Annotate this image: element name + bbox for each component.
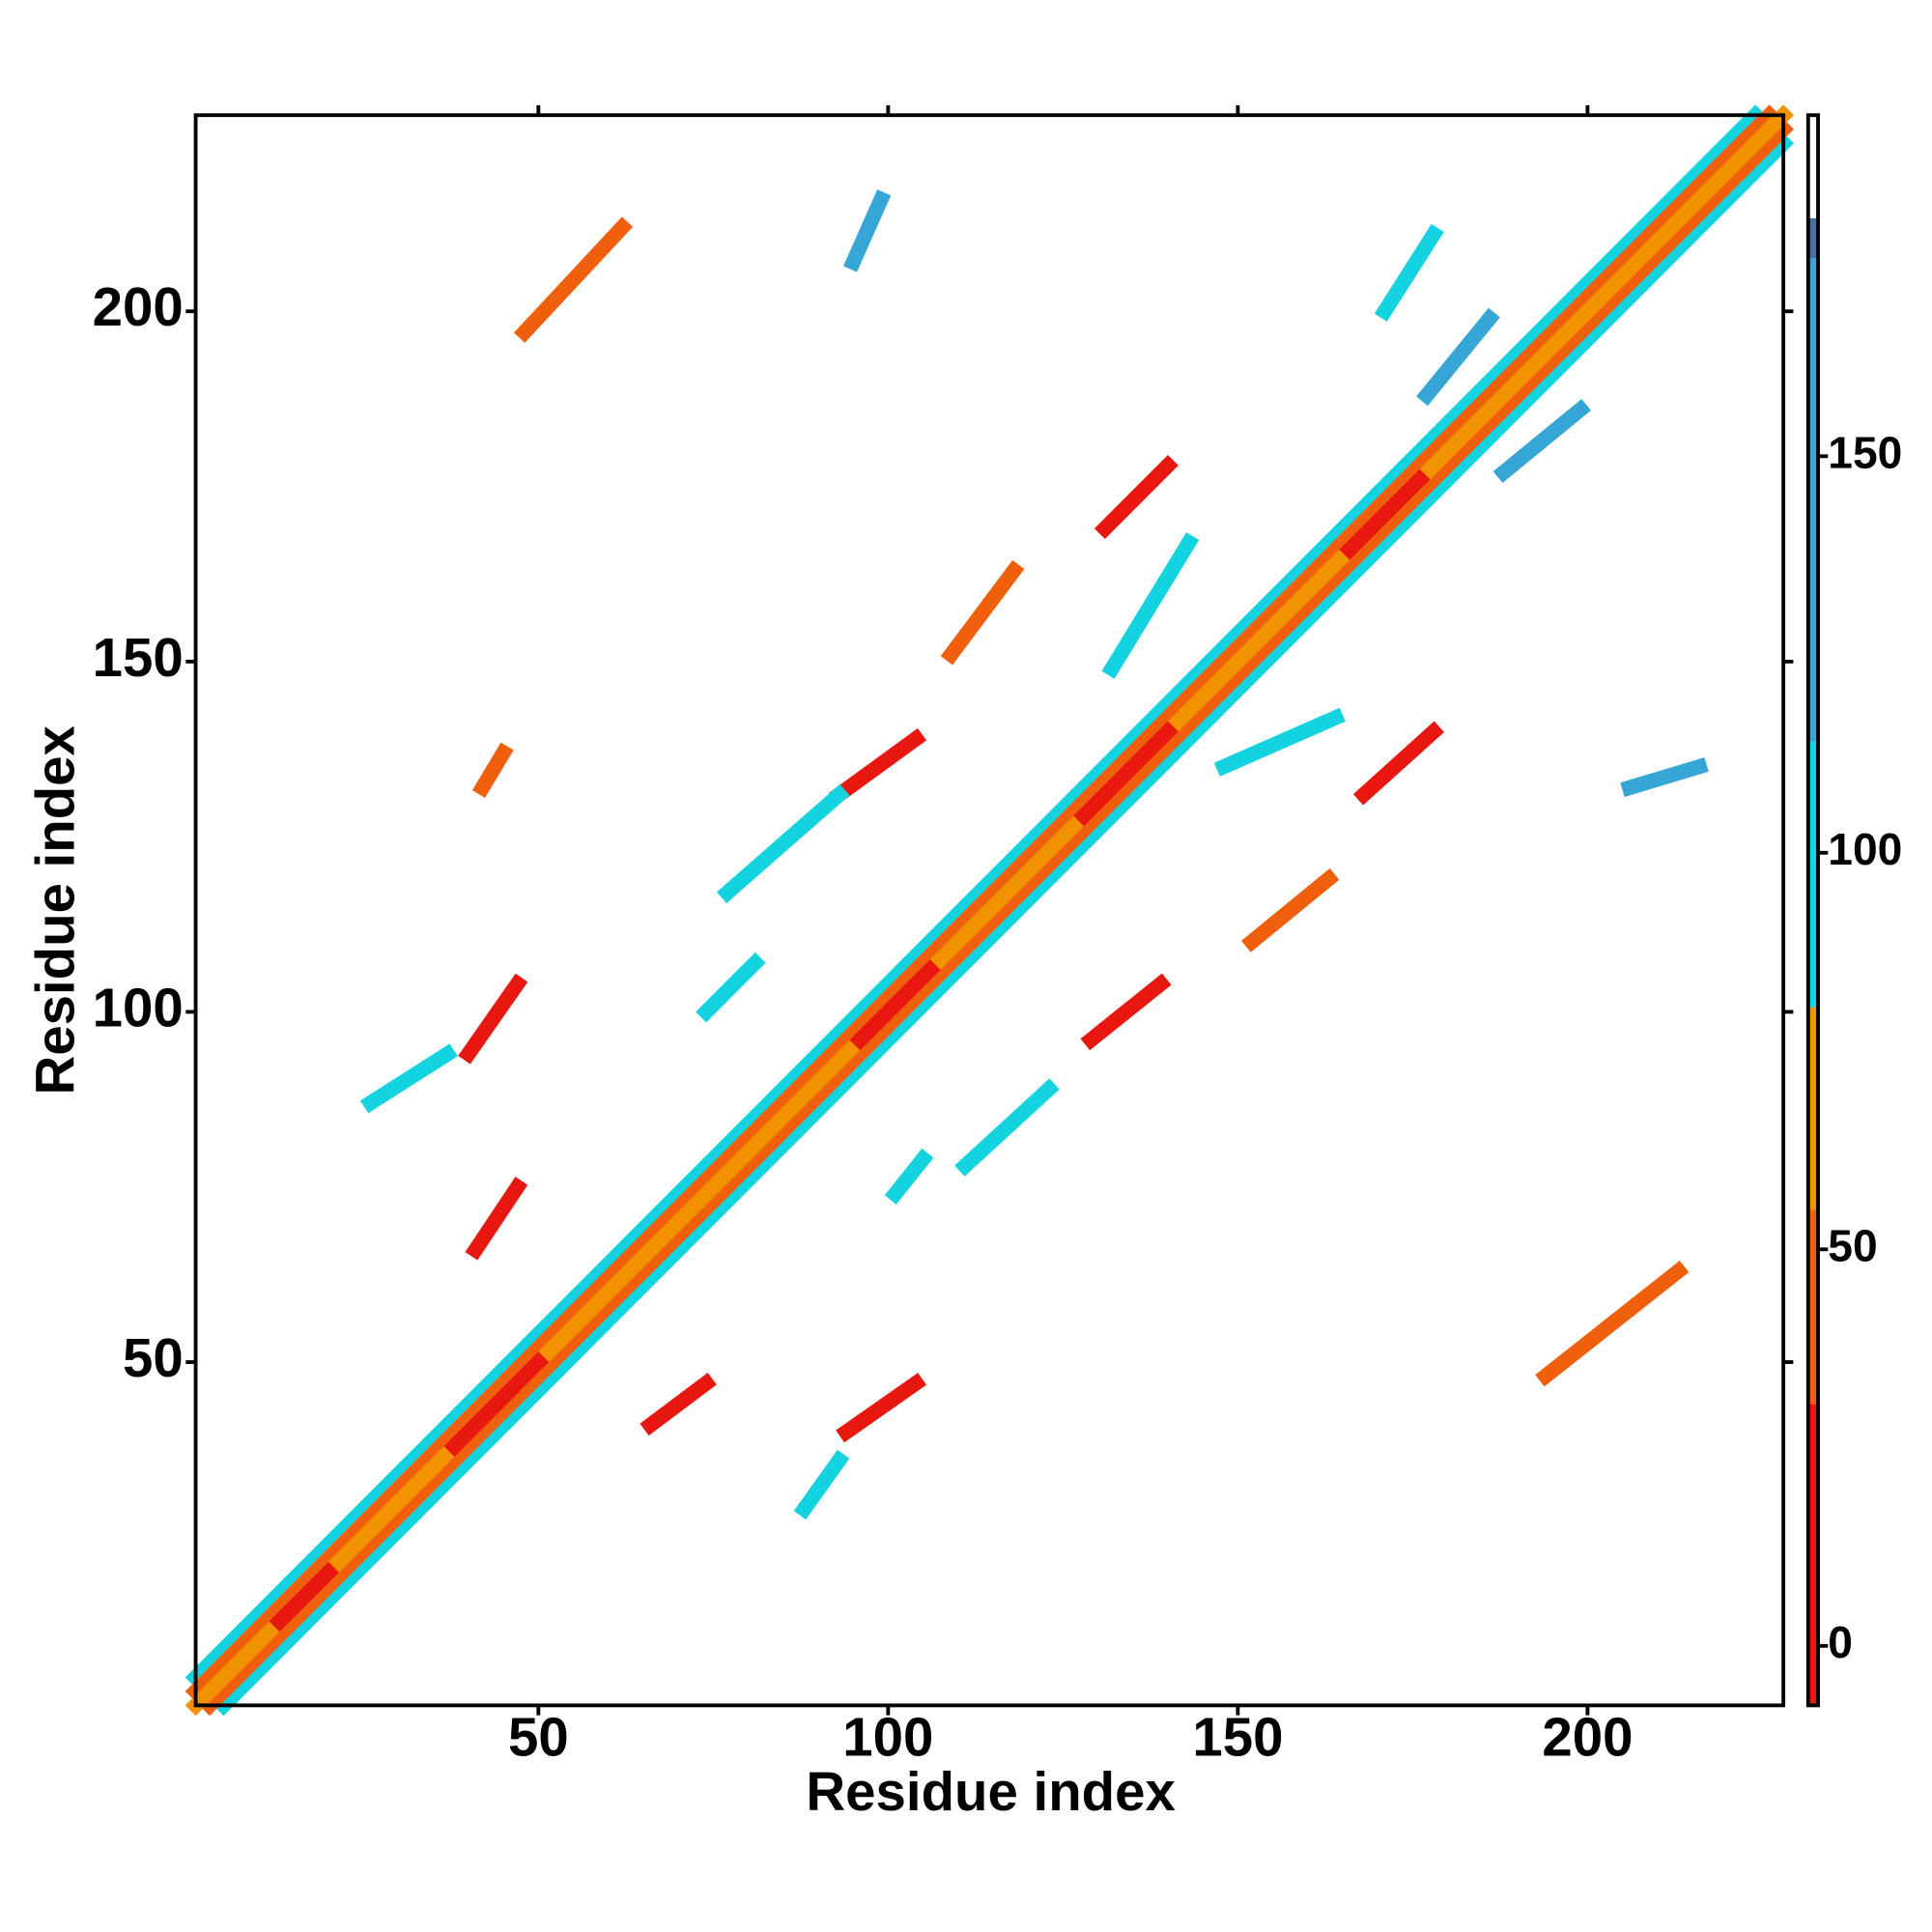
contact-streak [836, 1373, 927, 1443]
contact-streak [1339, 469, 1431, 560]
y-tick-label: 100 [93, 977, 184, 1037]
contact-streak [954, 1078, 1060, 1177]
x-tick-label: 150 [1192, 1706, 1283, 1767]
y-tick-label: 200 [93, 276, 184, 337]
x-tick-label: 200 [1542, 1706, 1633, 1767]
contact-streak [1535, 1260, 1690, 1387]
contact-streak [639, 1373, 717, 1436]
contact-streak [199, 118, 1795, 1717]
colorbar-band [1807, 1209, 1819, 1405]
contact-streak [716, 783, 850, 904]
contact-streak [269, 1561, 340, 1633]
contact-streak [185, 104, 1767, 1689]
axes: 50 100 150 200 50 100 150 200 0 50 100 150 [93, 104, 1902, 1767]
colorbar-band [1807, 1007, 1819, 1210]
colorbar-tick-label: 50 [1828, 1220, 1877, 1270]
x-tick-label: 100 [842, 1706, 933, 1767]
contact-streak [1374, 223, 1444, 322]
x-tick-label: 50 [508, 1706, 569, 1767]
contact-streak [1492, 398, 1592, 483]
colorbar-band [1807, 741, 1819, 1008]
contact-streak [1620, 757, 1709, 797]
colorbar-tick-label: 100 [1828, 824, 1902, 874]
colorbar-frame [1805, 113, 1820, 1708]
contact-streak [793, 1449, 850, 1520]
x-axis-label: Residue index [806, 1761, 1175, 1822]
contact-streak [940, 559, 1025, 666]
y-tick-label: 50 [123, 1327, 184, 1388]
colorbar-band [1807, 115, 1819, 218]
contact-streak [213, 132, 1795, 1717]
contact-streak [1094, 454, 1179, 539]
y-axis-label: Residue index [24, 725, 85, 1094]
contact-streak [465, 1177, 528, 1261]
contact-streak [471, 742, 514, 798]
contact-streak [513, 216, 634, 343]
colorbar-tick-label: 150 [1828, 427, 1902, 477]
contact-streak [1241, 867, 1340, 952]
cells [185, 104, 1795, 1717]
contact-streak [884, 1148, 934, 1205]
contact-streak [1080, 973, 1172, 1051]
contact-streak [849, 959, 941, 1051]
colorbar-band [1807, 258, 1819, 742]
colorbar-tick-label: 0 [1828, 1617, 1853, 1667]
contact-streak [828, 727, 927, 806]
y-tick-label: 150 [93, 627, 184, 688]
contact-streak [1416, 307, 1500, 407]
contact-streak [1352, 721, 1444, 806]
contact-streak [696, 952, 766, 1023]
contact-streak [1073, 721, 1179, 827]
contact-streak [458, 973, 528, 1065]
contact-streak [1213, 707, 1346, 777]
contact-streak [1101, 532, 1200, 679]
contact-streak [843, 189, 892, 272]
colorbar-band [1807, 1404, 1819, 1706]
contact-streak [443, 1351, 550, 1457]
plot-frame [193, 113, 1786, 1708]
colorbar-band [1807, 217, 1819, 259]
contact-streak [359, 1043, 458, 1114]
contact-streak [185, 104, 1780, 1702]
